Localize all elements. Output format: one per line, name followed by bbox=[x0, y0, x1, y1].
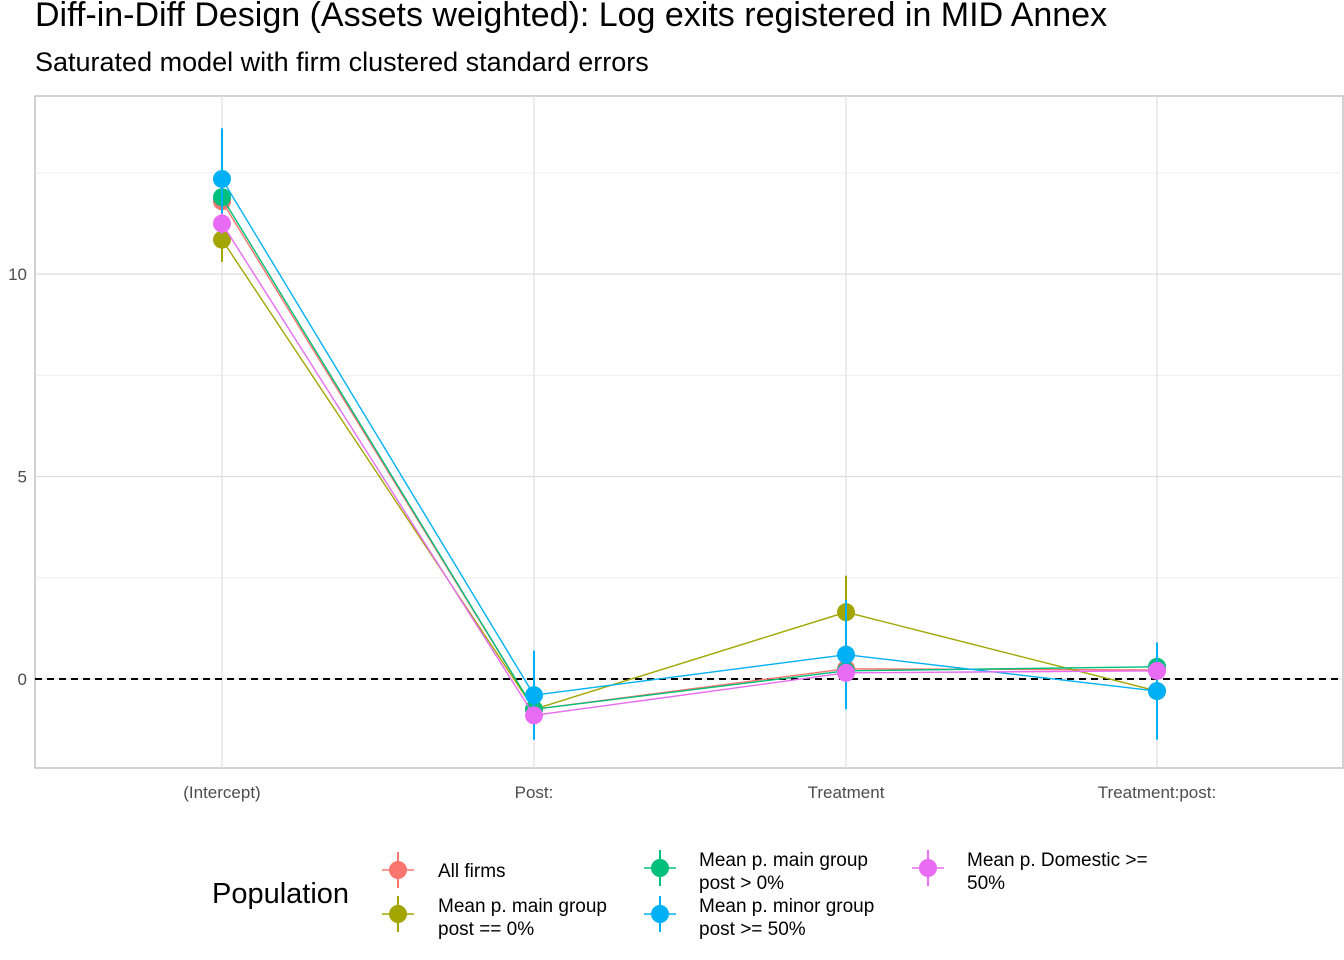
data-point bbox=[525, 706, 543, 725]
chart-subtitle: Saturated model with firm clustered stan… bbox=[35, 47, 649, 77]
data-point bbox=[837, 645, 855, 664]
legend-title: Population bbox=[212, 878, 349, 910]
legend-label: Mean p. Domestic >= bbox=[967, 850, 1148, 871]
plot-panel bbox=[34, 95, 1344, 769]
legend-label: post == 0% bbox=[438, 919, 534, 940]
legend-label: Mean p. minor group bbox=[699, 896, 874, 917]
y-tick-label: 10 bbox=[8, 265, 27, 284]
data-point bbox=[213, 169, 231, 188]
x-tick-label: Treatment:post: bbox=[1098, 783, 1216, 802]
legend-key-point bbox=[919, 859, 937, 877]
legend-key-point bbox=[389, 861, 407, 879]
legend-item: Mean p. Domestic >=50% bbox=[912, 850, 1148, 894]
legend-label: 50% bbox=[967, 873, 1005, 894]
axis-labels: 0 5 10 (Intercept) Post: Treatment Treatment:p… bbox=[8, 265, 1216, 802]
series-3 bbox=[213, 128, 1166, 740]
data-point bbox=[1148, 661, 1166, 680]
legend-key-point bbox=[389, 905, 407, 923]
series-line bbox=[221, 196, 1158, 711]
series-line bbox=[221, 223, 1158, 717]
series-line bbox=[221, 239, 1158, 711]
legend-key-point bbox=[651, 859, 669, 877]
legend-item: All firms bbox=[382, 852, 506, 888]
series-line bbox=[221, 178, 1158, 696]
chart-title: Diff-in-Diff Design (Assets weighted): L… bbox=[35, 0, 1108, 34]
x-tick-label: (Intercept) bbox=[183, 783, 260, 802]
data-point bbox=[525, 686, 543, 705]
data-point bbox=[213, 214, 231, 233]
series-layer bbox=[213, 128, 1166, 740]
x-tick-label: Post: bbox=[515, 783, 554, 802]
data-point bbox=[837, 663, 855, 682]
legend-label: All firms bbox=[438, 861, 506, 882]
series-4 bbox=[213, 213, 1166, 725]
y-tick-label: 0 bbox=[18, 670, 27, 689]
legend-label: post >= 50% bbox=[699, 919, 806, 940]
legend-label: Mean p. main group bbox=[699, 850, 868, 871]
legend-key-point bbox=[651, 905, 669, 923]
data-point bbox=[1148, 682, 1166, 701]
y-tick-label: 5 bbox=[18, 468, 27, 487]
x-tick-label: Treatment bbox=[808, 783, 885, 802]
legend-label: post > 0% bbox=[699, 873, 784, 894]
legend-label: Mean p. main group bbox=[438, 896, 607, 917]
data-point bbox=[213, 230, 231, 249]
